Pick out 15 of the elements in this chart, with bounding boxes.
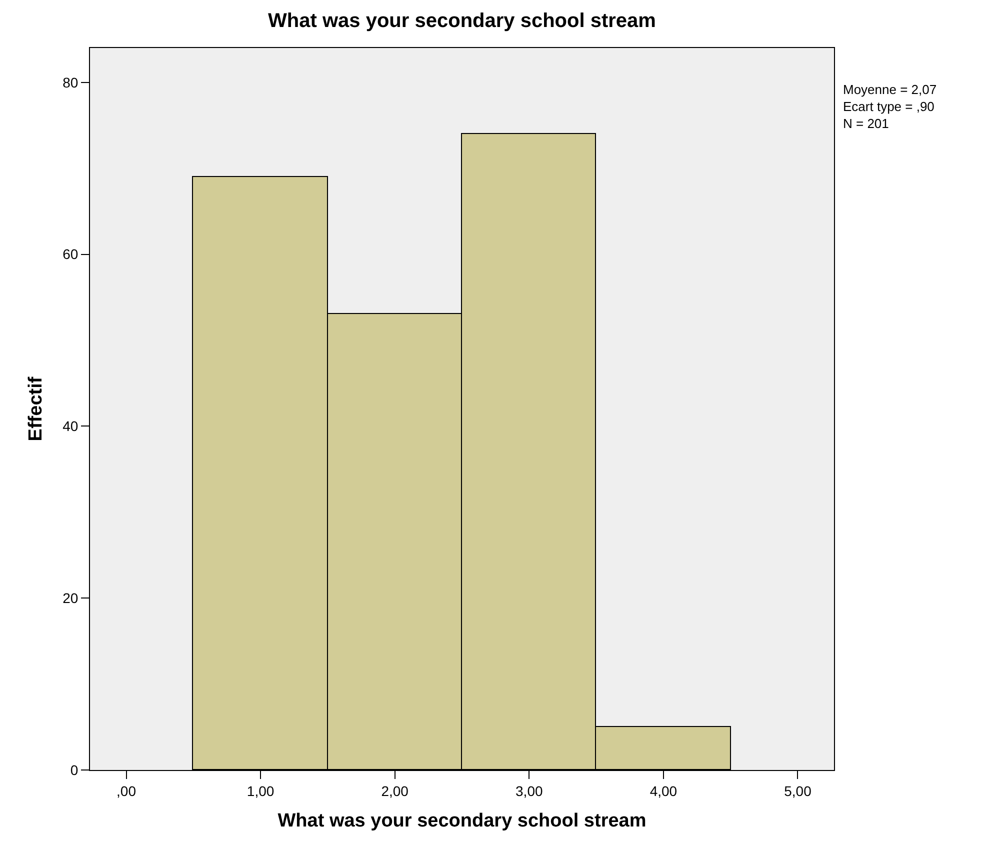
x-tick-label: 1,00 [246, 782, 274, 799]
x-tick-label: 3,00 [516, 782, 543, 799]
y-tick-label: 20 [62, 590, 78, 606]
text: Moyenne = 2,07 Ecart type = ,90 N = 201 [843, 82, 937, 131]
y-tick-label: 60 [62, 246, 78, 262]
x-axis-title: What was your secondary school stream [278, 810, 646, 832]
x-tick-label: 4,00 [650, 782, 678, 799]
x-tick-label: 5,00 [784, 782, 812, 799]
y-axis-title: Effectif [25, 376, 46, 442]
x-tick-label: ,00 [116, 782, 136, 799]
y-tick-label: 40 [62, 418, 78, 434]
x-tick-label: 2,00 [381, 782, 409, 799]
y-tick-label: 80 [62, 74, 78, 90]
y-tick-label: 0 [70, 762, 78, 778]
chart-title: What was your secondary school stream [268, 10, 656, 32]
